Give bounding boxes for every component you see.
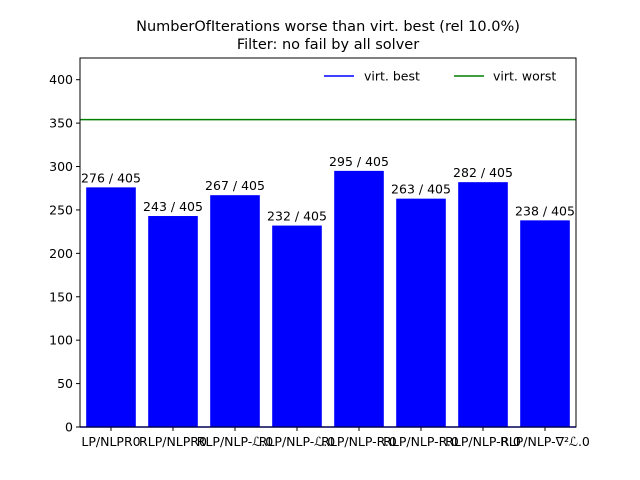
data-label-6: 282 / 405 <box>453 165 513 180</box>
bar-7 <box>520 220 570 427</box>
legend: virt. best virt. worst <box>324 69 556 84</box>
y-tick-label-8: 400 <box>49 72 73 87</box>
bar-2 <box>210 195 260 427</box>
legend-label-0: virt. best <box>364 69 420 84</box>
data-label-3: 232 / 405 <box>267 209 327 224</box>
x-tick-label-2: RLP/NLP-ℒ.0 <box>197 434 273 449</box>
x-tick-label-4: RLP/NLP-R.0 <box>321 434 397 449</box>
chart-subtitle: Filter: no fail by all solver <box>237 37 419 53</box>
legend-label-1: virt. worst <box>493 69 556 84</box>
data-label-4: 295 / 405 <box>329 154 389 169</box>
bar-3 <box>272 225 322 427</box>
bar-4 <box>334 170 384 427</box>
bar-0 <box>86 187 136 427</box>
data-label-7: 238 / 405 <box>515 203 575 218</box>
chart-title: NumberOfIterations worse than virt. best… <box>136 19 520 35</box>
x-tick-label-0: LP/NLPR0 <box>81 434 140 449</box>
x-tick-label-5: RLP/NLP-R.0 <box>383 434 459 449</box>
x-tick-label-7: RLP/NLP-∇²ℒ.0 <box>500 434 590 449</box>
y-tick-label-5: 250 <box>49 202 73 217</box>
y-tick-label-4: 200 <box>49 246 73 261</box>
data-label-2: 267 / 405 <box>205 178 265 193</box>
data-label-0: 276 / 405 <box>81 170 141 185</box>
bar-1 <box>148 216 198 427</box>
y-tick-label-6: 300 <box>49 159 73 174</box>
x-tick-label-1: RLP/NLPR0 <box>139 434 207 449</box>
y-tick-label-3: 150 <box>49 289 73 304</box>
x-tick-label-6: RLP/NLP-R.0 <box>445 434 521 449</box>
y-tick-label-1: 50 <box>57 376 73 391</box>
y-tick-label-7: 350 <box>49 116 73 131</box>
y-tick-label-0: 0 <box>65 420 73 435</box>
axes-frame <box>79 57 577 428</box>
bar-6 <box>458 182 508 427</box>
data-label-1: 243 / 405 <box>143 199 203 214</box>
y-tick-label-2: 100 <box>49 333 73 348</box>
data-label-5: 263 / 405 <box>391 182 451 197</box>
x-tick-label-3: RLP/NLP-ℒ.0 <box>259 434 335 449</box>
bar-5 <box>396 198 446 427</box>
